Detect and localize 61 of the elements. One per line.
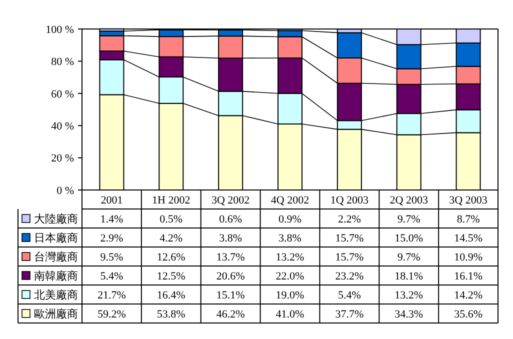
data-label: 59.2%	[98, 308, 126, 320]
data-label: 23.2%	[335, 270, 364, 282]
data-label: 0.9%	[278, 213, 302, 226]
data-label: 15.0%	[394, 232, 424, 244]
legend-label: 日本廠商	[34, 231, 78, 244]
x-tick-label: 2Q 2003	[390, 194, 428, 206]
legend-label: 南韓廠商	[34, 269, 78, 282]
x-tick-label: 3Q 2003	[449, 194, 488, 206]
data-label: 37.7%	[335, 308, 364, 320]
data-label: 15.7%	[335, 251, 364, 264]
y-tick-label: 80 %	[51, 56, 74, 68]
data-label: 19.0%	[276, 289, 304, 302]
x-tick-label: 2001	[100, 194, 123, 206]
data-label: 2.9%	[100, 232, 124, 244]
data-label: 4.2%	[160, 232, 183, 244]
data-label: 21.7%	[98, 289, 126, 302]
data-label: 5.4%	[338, 289, 361, 302]
x-tick-label: 3Q 2002	[211, 194, 250, 206]
legend-label: 大陸廠商	[34, 212, 78, 226]
data-label: 9.7%	[397, 213, 420, 226]
x-tick-label: 1Q 2003	[330, 194, 370, 206]
data-label: 35.6%	[454, 308, 482, 320]
x-tick-label: 4Q 2002	[270, 194, 310, 206]
data-label: 13.2%	[394, 289, 424, 302]
data-label: 10.9%	[454, 251, 482, 264]
data-label: 9.7%	[397, 251, 420, 264]
data-label: 22.0%	[276, 270, 304, 282]
legend-label: 北美廠商	[34, 288, 78, 302]
data-label: 12.6%	[156, 251, 186, 264]
data-label: 5.4%	[100, 270, 124, 282]
data-label: 0.5%	[160, 213, 183, 226]
data-label: 20.6%	[216, 270, 245, 282]
data-label: 53.8%	[156, 308, 186, 320]
legend-label: 台灣廠商	[34, 250, 78, 264]
data-label: 14.2%	[454, 289, 482, 302]
data-label: 16.1%	[454, 270, 482, 282]
y-tick-label: 100 %	[46, 24, 74, 36]
data-label: 13.7%	[216, 251, 245, 264]
x-tick-label: 1H 2002	[152, 194, 190, 206]
y-tick-label: 40 %	[51, 120, 74, 132]
y-tick-label: 60 %	[51, 88, 74, 100]
data-label: 41.0%	[276, 308, 304, 320]
legend-label: 歐洲廠商	[34, 307, 78, 320]
y-tick-label: 0 %	[56, 184, 74, 197]
data-label: 46.2%	[216, 308, 245, 320]
data-label: 3.8%	[219, 232, 242, 244]
data-label: 18.1%	[394, 270, 424, 282]
data-label: 1.4%	[100, 213, 124, 226]
data-label: 13.2%	[276, 251, 304, 264]
y-tick-label: 20 %	[51, 152, 74, 165]
data-label: 34.3%	[394, 308, 424, 320]
data-label: 3.8%	[278, 232, 302, 244]
data-label: 12.5%	[156, 270, 186, 282]
data-label: 15.7%	[335, 232, 364, 244]
data-label: 15.1%	[216, 289, 245, 302]
data-label: 14.5%	[454, 232, 482, 244]
data-label: 9.5%	[100, 251, 124, 264]
data-label: 0.6%	[219, 213, 242, 226]
data-label: 16.4%	[156, 289, 186, 302]
data-label: 8.7%	[456, 213, 480, 226]
data-label: 2.2%	[338, 213, 361, 226]
